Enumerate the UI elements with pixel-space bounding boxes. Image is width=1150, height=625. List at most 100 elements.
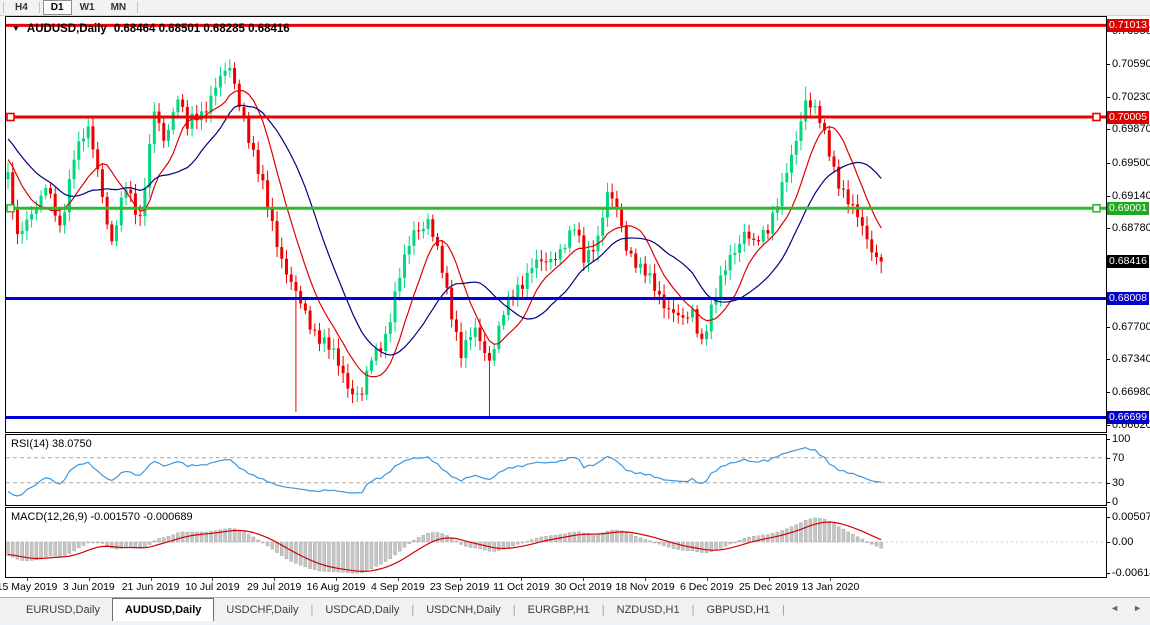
axis-tick [1106,516,1110,518]
hline-handle[interactable] [6,112,15,122]
date-label: 13 Jan 2020 [801,581,860,593]
date-tick [459,578,461,581]
price-tick-label: 0.70230 [1112,90,1150,103]
tab-eurusd-daily[interactable]: EURUSD,Daily [26,604,100,616]
axis-tick [1106,439,1110,440]
axis-tick [1106,542,1110,543]
main-chart-panel[interactable]: ▼ AUDUSD,Daily 0.68464 0.68501 0.68285 0.6… [5,16,1107,433]
price-tick-label: 0.67700 [1112,320,1150,333]
candles [6,59,883,418]
toolbar: H4 D1 W1 MN [0,0,1150,16]
chevron-down-icon[interactable]: ▼ [12,23,20,33]
date-label: 3 Jun 2019 [62,581,115,593]
date-label: 11 Oct 2019 [493,581,550,593]
rsi-tick-label: 100 [1112,433,1131,445]
axis-tick [1106,326,1110,328]
chart-title: ▼ AUDUSD,Daily 0.68464 0.68501 0.68285 0.6… [12,23,290,35]
symbol-label: AUDUSD,Daily [26,23,107,35]
tab-separator: | [782,604,785,616]
axis-tick [1106,572,1110,574]
date-label: 15 May 2019 [0,581,58,593]
ma-slow-line [7,104,882,356]
tab-usdcad-daily[interactable]: USDCAD,Daily [325,604,400,616]
macd-tick-label: 0.00 [1112,536,1134,548]
price-tick-label: 0.69140 [1112,189,1150,202]
macd-chart [6,517,1106,574]
timeframe-button-mn[interactable]: MN [110,2,127,13]
tab-usdchf-daily[interactable]: USDCHF,Daily [226,604,299,616]
tab-separator: | [601,604,605,616]
date-tick [583,578,585,581]
axis-tick [1106,359,1110,361]
toolbar-separator [137,2,139,13]
date-tick [336,578,337,581]
tab-scroll-right-icon[interactable]: ► [1133,603,1142,613]
rsi-label: RSI(14) 38.0750 [11,438,92,450]
chart-tab-bar: EURUSD,Daily AUDUSD,Daily USDCHF,Daily | USD… [0,597,1150,621]
ma-fast-line [7,89,882,378]
tab-separator: | [691,604,695,616]
toolbar-separator [3,2,4,13]
tab-usdcnh-daily[interactable]: USDCNH,Daily [426,604,501,616]
axis-tick [1106,195,1110,197]
date-tick [274,578,276,581]
axis-tick [1106,162,1110,164]
timeframe-button-h4[interactable]: H4 [15,2,28,13]
date-tick [521,578,523,581]
macd-tick-label: 0.005076 [1112,510,1150,523]
axis-tick [1106,482,1110,484]
date-label: 18 Nov 2019 [615,581,675,593]
axis-tick [1106,63,1110,65]
timeframe-button-d1[interactable]: D1 [42,0,72,15]
candlestick-chart[interactable] [6,17,1106,432]
tab-nzdusd-h1[interactable]: NZDUSD,H1 [616,604,680,616]
date-label: 16 Aug 2019 [306,581,366,593]
date-label: 10 Jul 2019 [185,581,240,593]
axis-tick [1106,96,1110,98]
price-tick-label: 0.67340 [1112,353,1150,366]
timeframe-button-w1[interactable]: W1 [79,2,95,13]
price-badge-0.68008: 0.68008 [1107,292,1149,306]
tab-gbpusd-h1[interactable]: GBPUSD,H1 [706,604,771,616]
rsi-tick-label: 70 [1112,451,1125,464]
macd-label: MACD(12,26,9) -0.001570 -0.000689 [11,511,193,523]
tab-eurgbp-h1[interactable]: EURGBP,H1 [527,604,590,616]
tab-audusd-daily[interactable]: AUDUSD,Daily [111,598,215,621]
price-badge-0.69001: 0.69001 [1107,201,1149,215]
macd-tick-label: -0.006148 [1112,566,1150,579]
toolbar-separator [38,2,40,13]
rsi-tick-label: 30 [1112,476,1125,489]
date-label: 4 Sep 2019 [370,581,425,593]
date-tick [706,578,708,581]
hline-handle[interactable] [6,203,15,213]
status-strip [0,621,1150,625]
date-tick [397,578,399,581]
date-tick [645,578,646,581]
tab-separator: | [411,604,415,616]
rsi-line [7,446,882,497]
tab-scroll-left-icon[interactable]: ◄ [1110,603,1120,613]
date-tick [212,578,214,581]
price-badge-0.66699: 0.66699 [1107,411,1149,425]
price-tick-label: 0.66980 [1112,386,1150,398]
date-label: 25 Dec 2019 [738,581,799,593]
tab-separator: | [310,604,314,616]
date-tick [768,578,770,581]
price-tick-label: 0.69500 [1112,156,1150,169]
axis-tick [1106,457,1110,459]
date-label: 30 Oct 2019 [554,581,612,593]
date-axis[interactable]: 15 May 2019 3 Jun 2019 21 Jun 2019 10 Jul 2… [0,578,1150,597]
axis-tick [1106,501,1110,503]
date-label: 29 Jul 2019 [247,581,302,593]
rsi-chart [6,446,1106,497]
tab-scroll-arrows: ◄ ► [1110,603,1142,613]
price-tick-label: 0.70590 [1112,57,1150,70]
hline-handle[interactable] [1092,112,1101,122]
rsi-panel[interactable]: RSI(14) 38.0750 [5,434,1107,506]
date-label: 23 Sep 2019 [429,581,490,593]
macd-signal-line [7,521,882,572]
hline-handle[interactable] [1092,203,1101,213]
axis-tick [1106,424,1110,426]
price-badge-0.70005: 0.70005 [1107,110,1149,124]
macd-panel[interactable]: MACD(12,26,9) -0.001570 -0.000689 [5,507,1107,578]
